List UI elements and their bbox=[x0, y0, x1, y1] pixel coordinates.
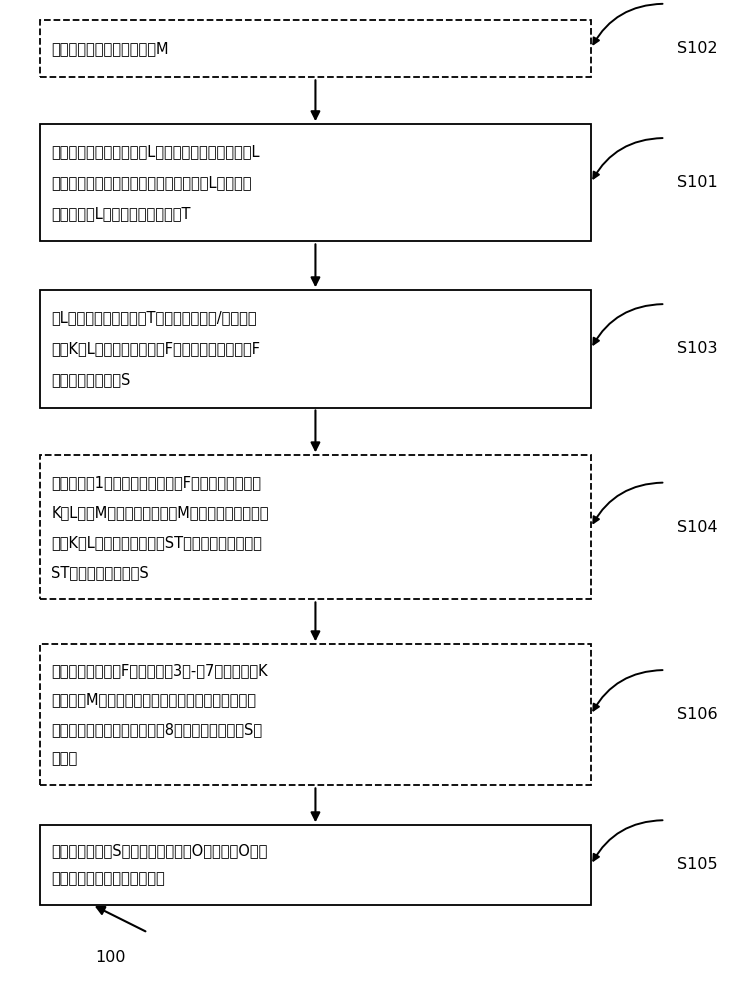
Text: S106: S106 bbox=[676, 707, 717, 722]
Bar bbox=[40, 825, 591, 905]
Text: S105: S105 bbox=[676, 857, 717, 872]
Bar bbox=[40, 20, 591, 77]
Text: ST作为位置选择矩阵S: ST作为位置选择矩阵S bbox=[51, 565, 149, 580]
Text: K乘L维的M个方差矩阵并对这M个方差矩阵求平均，: K乘L维的M个方差矩阵并对这M个方差矩阵求平均， bbox=[51, 505, 268, 520]
Text: S101: S101 bbox=[676, 175, 717, 190]
Text: S104: S104 bbox=[676, 520, 717, 535]
Text: 离评估因子，并且按照公式（8）对位置选择矩阵S进: 离评估因子，并且按照公式（8）对位置选择矩阵S进 bbox=[51, 722, 262, 737]
Text: 按照公式（1）计算特征数据矩阵F中的每种工况下的: 按照公式（1）计算特征数据矩阵F中的每种工况下的 bbox=[51, 475, 261, 490]
Bar bbox=[40, 455, 591, 599]
Text: S103: S103 bbox=[676, 341, 717, 356]
Text: 个特征在M种工况下的工况内距离、工况间距离和距: 个特征在M种工况下的工况内距离、工况间距离和距 bbox=[51, 693, 257, 708]
Text: 装位置上的L组时域仳真环境数据T: 装位置上的L组时域仳真环境数据T bbox=[51, 206, 190, 221]
Text: 作为位置选择矩阵S: 作为位置选择矩阵S bbox=[51, 373, 130, 388]
Text: S102: S102 bbox=[676, 41, 717, 56]
Text: 组备选安装位置，并且进行仳真，以获取L组备选安: 组备选安装位置，并且进行仳真，以获取L组备选安 bbox=[51, 175, 252, 190]
Text: 选安装位置选为选定安装位置: 选安装位置选为选定安装位置 bbox=[51, 871, 165, 886]
Text: 100: 100 bbox=[95, 950, 126, 965]
Text: 根据特征数据矩阵F按照公式（3）-（7）分别计算K: 根据特征数据矩阵F按照公式（3）-（7）分别计算K bbox=[51, 663, 268, 678]
Text: 行更新: 行更新 bbox=[51, 751, 77, 766]
Text: 将位置选择矩阵S中的列范数最大的O列对应的O组备: 将位置选择矩阵S中的列范数最大的O列对应的O组备 bbox=[51, 844, 268, 859]
Text: 对L组时域仳真环境数据T进行时域统计和/或变换，: 对L组时域仳真环境数据T进行时域统计和/或变换， bbox=[51, 310, 257, 325]
Bar bbox=[40, 290, 591, 408]
Text: 构造K乘L维的特征数据矩阵F，并将特征数据矩阵F: 构造K乘L维的特征数据矩阵F，并将特征数据矩阵F bbox=[51, 341, 260, 356]
Text: 得到K乘L维的方差均値矩阵ST，并将方差均値矩阵: 得到K乘L维的方差均値矩阵ST，并将方差均値矩阵 bbox=[51, 535, 262, 550]
Bar bbox=[40, 124, 591, 241]
Text: 确定活动装置的工况的数目M: 确定活动装置的工况的数目M bbox=[51, 41, 169, 56]
Bar bbox=[40, 644, 591, 785]
Text: 确定活动装置上用于安装L组流体环境信息传感器的L: 确定活动装置上用于安装L组流体环境信息传感器的L bbox=[51, 144, 260, 159]
